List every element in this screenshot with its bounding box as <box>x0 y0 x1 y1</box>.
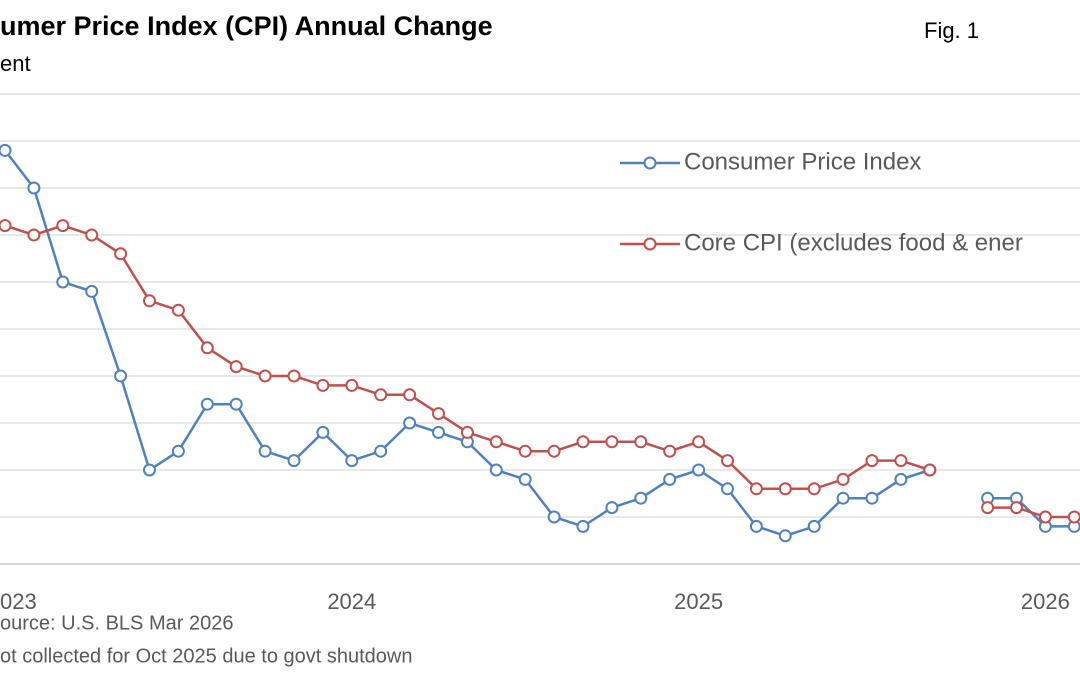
data-point <box>143 294 156 308</box>
x-tick-label: 2026 <box>1021 589 1070 614</box>
figure-label: Fig. 1 <box>924 18 979 43</box>
series-line <box>4 149 1075 538</box>
data-point <box>576 435 590 449</box>
data-point <box>605 435 619 449</box>
data-point <box>894 472 908 486</box>
data-point <box>489 463 503 477</box>
data-point <box>807 482 821 496</box>
data-point <box>85 228 99 242</box>
data-point <box>721 454 734 468</box>
series-line <box>4 224 1075 519</box>
data-point <box>56 219 70 233</box>
data-point <box>432 425 445 439</box>
data-point <box>865 491 879 505</box>
data-point <box>749 519 763 533</box>
data-point <box>316 378 330 392</box>
x-tick-label: 2024 <box>327 589 376 614</box>
data-point <box>1010 501 1023 515</box>
data-point <box>663 444 677 458</box>
data-point <box>576 519 590 533</box>
data-point <box>374 444 388 458</box>
data-point <box>171 444 185 458</box>
data-point <box>489 435 503 449</box>
data-point <box>605 501 619 515</box>
data-point <box>0 219 12 233</box>
data-point <box>258 369 272 383</box>
data-point <box>1038 510 1052 524</box>
chart-title: umer Price Index (CPI) Annual Change <box>0 11 493 41</box>
data-point <box>634 491 648 505</box>
data-point <box>143 463 156 477</box>
data-point <box>114 369 128 383</box>
data-point <box>316 425 330 439</box>
data-point <box>634 435 648 449</box>
data-point <box>403 388 417 402</box>
data-point <box>692 435 706 449</box>
data-point <box>200 397 214 411</box>
data-point <box>749 482 763 496</box>
data-point <box>1067 510 1080 524</box>
footnote: ot collected for Oct 2025 due to govt sh… <box>0 645 412 667</box>
data-point <box>403 416 417 430</box>
chart-subtitle: ent <box>0 51 31 76</box>
data-point <box>345 378 359 392</box>
data-point <box>56 275 70 289</box>
data-point <box>114 247 128 261</box>
data-point <box>807 519 821 533</box>
data-point <box>85 284 99 298</box>
data-point <box>229 360 243 374</box>
data-point <box>865 454 879 468</box>
legend-label: Core CPI (excludes food & ener <box>684 229 1023 256</box>
data-point <box>27 228 41 242</box>
data-point <box>432 407 445 421</box>
data-point <box>923 463 937 477</box>
data-point <box>0 143 12 157</box>
data-point <box>287 369 301 383</box>
data-point <box>894 454 908 468</box>
data-point <box>547 510 561 524</box>
data-point <box>721 482 734 496</box>
legend-marker <box>643 237 657 251</box>
data-point <box>663 472 677 486</box>
data-point <box>778 482 792 496</box>
data-point <box>460 425 474 439</box>
data-point <box>287 454 301 468</box>
data-point <box>27 181 41 195</box>
legend-marker <box>643 156 657 170</box>
data-point <box>200 341 214 355</box>
x-tick-label: 023 <box>0 589 37 614</box>
data-point <box>345 454 359 468</box>
legend-label: Consumer Price Index <box>684 148 921 175</box>
data-point <box>518 444 532 458</box>
data-point <box>258 444 272 458</box>
data-point <box>518 472 532 486</box>
data-point <box>547 444 561 458</box>
data-point <box>692 463 706 477</box>
data-point <box>836 472 850 486</box>
data-point <box>981 501 995 515</box>
data-point <box>374 388 388 402</box>
data-point <box>836 491 850 505</box>
data-point <box>778 529 792 543</box>
x-tick-label: 2025 <box>674 589 723 614</box>
data-point <box>229 397 243 411</box>
source-note: ource: U.S. BLS Mar 2026 <box>0 612 233 634</box>
data-point <box>171 303 185 317</box>
